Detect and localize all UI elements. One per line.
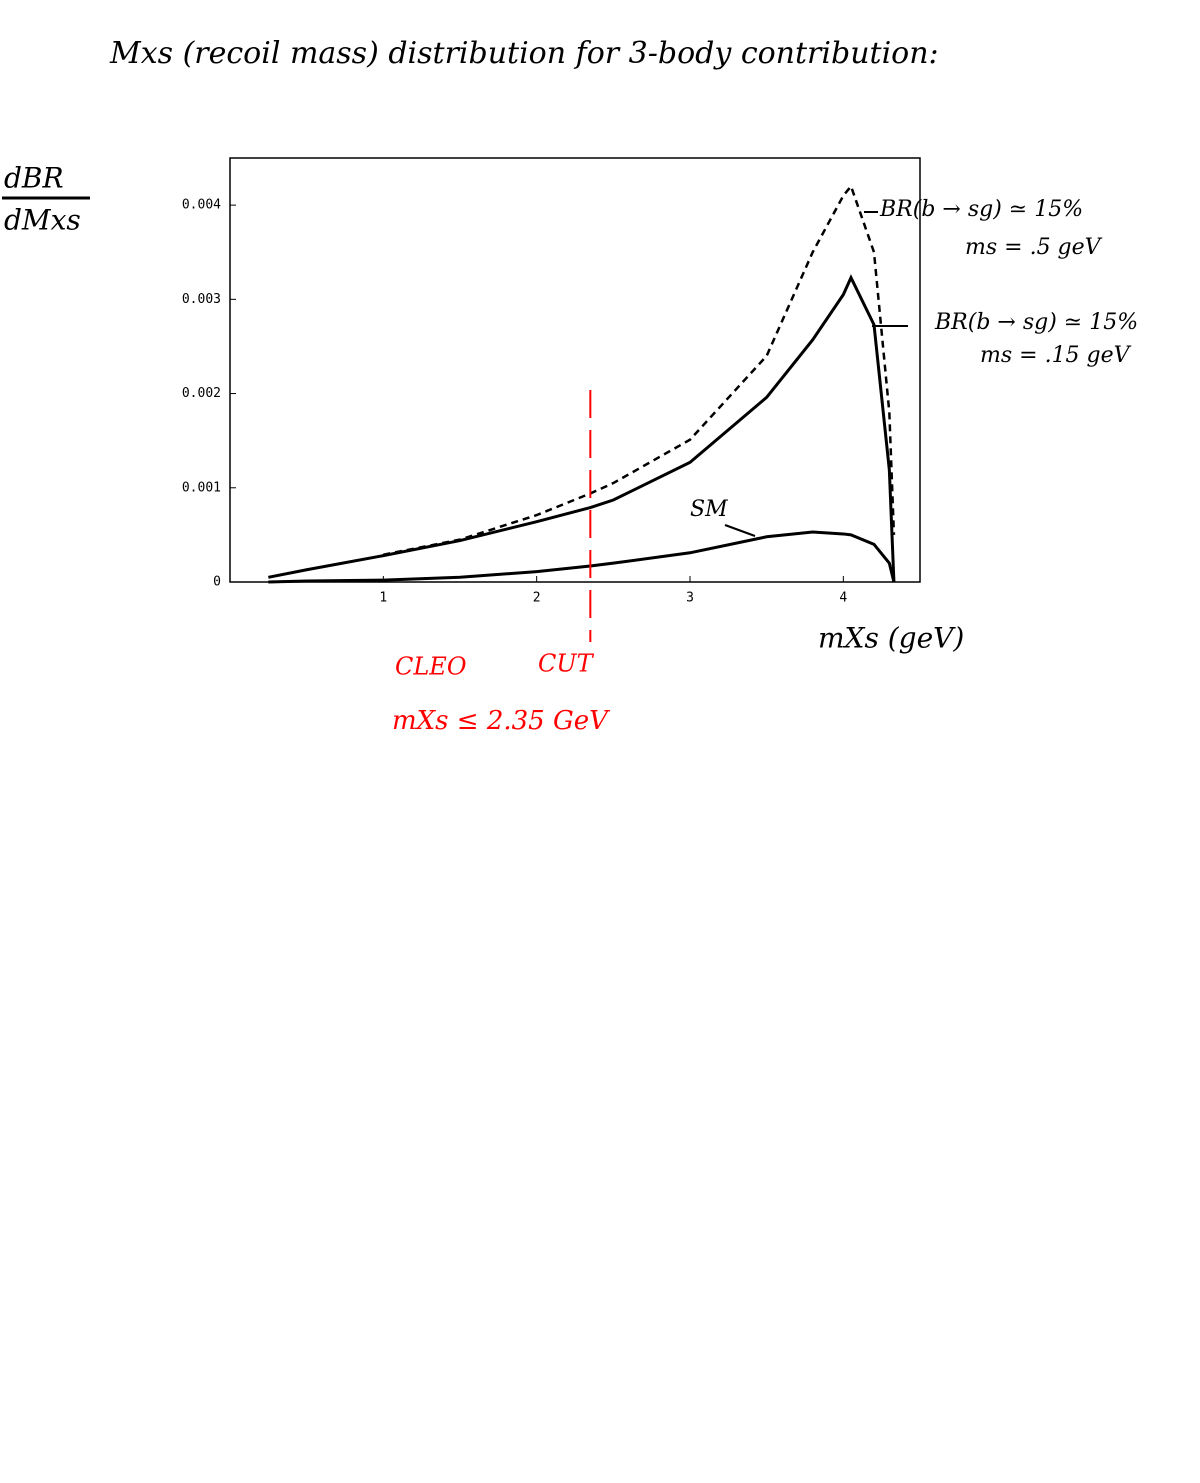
- y-label-numerator: dBR: [4, 162, 64, 195]
- series-label: SM: [690, 497, 728, 522]
- y-tick-label: 0.002: [182, 386, 221, 401]
- y-tick-label: 0: [213, 575, 221, 590]
- cut-label: CUT: [538, 650, 595, 678]
- series-note: ms = .15 geV: [980, 343, 1132, 368]
- y-tick-label: 0.003: [182, 292, 221, 307]
- y-tick-label: 0.001: [182, 480, 221, 495]
- series-line: [383, 183, 896, 556]
- label-pointer: [724, 524, 756, 537]
- title: Mxs (recoil mass) distribution for 3-bod…: [109, 36, 939, 71]
- series-label: BR(b → sg) ≃ 15%: [934, 310, 1138, 335]
- series-line: [268, 274, 896, 583]
- series-note: ms = .5 geV: [965, 235, 1103, 260]
- x-tick-label: 1: [379, 591, 387, 606]
- x-tick-label: 2: [533, 591, 541, 606]
- series-line: [268, 530, 896, 584]
- x-tick-label: 4: [839, 591, 847, 606]
- cut-label: CLEO: [395, 653, 467, 681]
- y-label-denominator: dMxs: [4, 204, 81, 237]
- y-tick-label: 0.004: [182, 198, 221, 213]
- series-label: BR(b → sg) ≃ 15%: [879, 197, 1083, 222]
- cut-text: mXs ≤ 2.35 GeV: [392, 706, 610, 736]
- x-label: mXs (geV): [818, 622, 964, 655]
- plot-frame: [229, 157, 921, 583]
- x-tick-label: 3: [686, 591, 694, 606]
